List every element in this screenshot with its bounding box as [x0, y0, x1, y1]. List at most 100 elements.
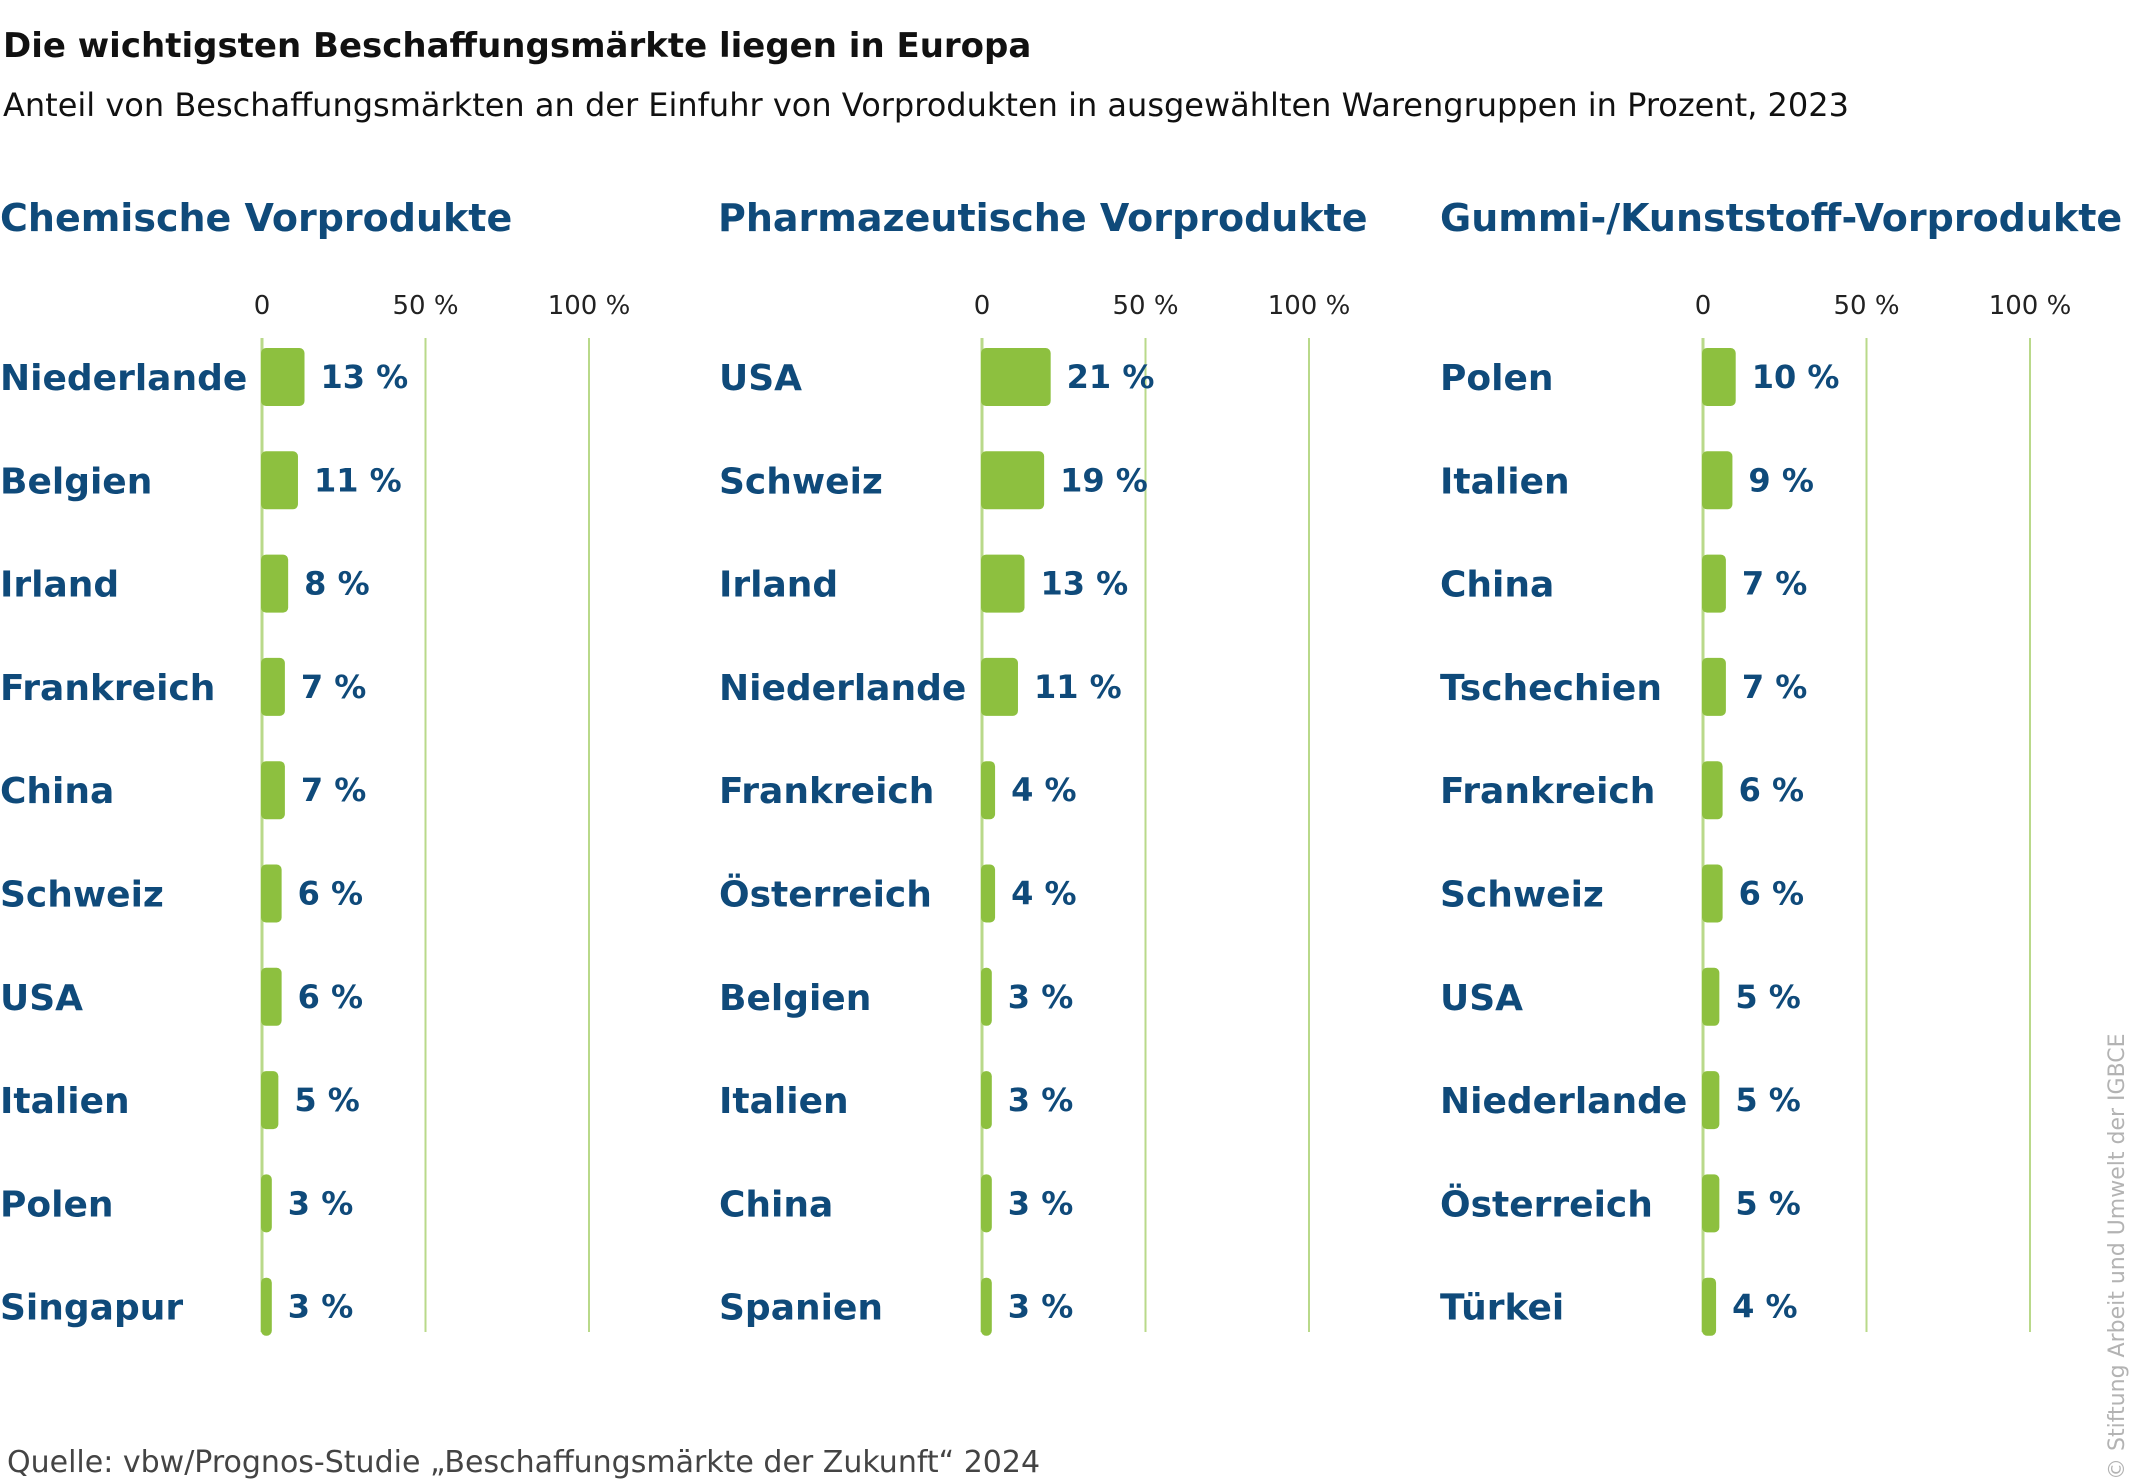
tick-label: 0: [254, 291, 271, 321]
panel-title-chemical: Chemische Vorprodukte: [0, 196, 513, 240]
value-label: 5 %: [1735, 978, 1800, 1016]
copyright-note: © Stiftung Arbeit und Umwelt der IGBCE: [2105, 1033, 2130, 1480]
bar: [261, 657, 285, 716]
panel-title-pharma: Pharmazeutische Vorprodukte: [718, 196, 1368, 240]
category-label: Österreich: [1440, 1183, 1653, 1225]
category-label: Niederlande: [0, 358, 247, 399]
value-label: 13 %: [1041, 565, 1129, 603]
bar: [1702, 1277, 1717, 1336]
value-label: 6 %: [1739, 771, 1804, 809]
category-label: China: [719, 1184, 833, 1225]
category-label: USA: [1440, 978, 1523, 1019]
bar: [1702, 451, 1733, 510]
bar: [1702, 1071, 1720, 1130]
bar: [981, 1174, 992, 1233]
bar: [981, 657, 1018, 716]
tick-label: 100 %: [548, 291, 631, 321]
category-label: Niederlande: [1440, 1081, 1687, 1122]
tick-label: 50 %: [1833, 291, 1899, 321]
value-label: 3 %: [1008, 1081, 1073, 1119]
bar: [981, 761, 996, 820]
tick-label: 50 %: [1112, 291, 1178, 321]
bar: [261, 451, 298, 510]
category-label: Spanien: [719, 1288, 883, 1329]
value-label: 6 %: [1739, 875, 1804, 913]
category-label: Belgien: [0, 461, 152, 502]
category-label: Polen: [1440, 358, 1554, 399]
value-label: 6 %: [298, 978, 363, 1016]
value-label: 21 %: [1067, 358, 1155, 396]
category-label: Italien: [1440, 461, 1570, 502]
bar: [981, 1277, 992, 1336]
value-label: 7 %: [301, 668, 366, 706]
bar: [981, 967, 992, 1026]
category-label: USA: [0, 978, 83, 1019]
bar: [261, 554, 289, 613]
category-label: Schweiz: [719, 461, 883, 502]
category-label: China: [1440, 565, 1554, 606]
category-label: Belgien: [719, 978, 871, 1019]
value-label: 19 %: [1060, 461, 1148, 499]
value-label: 3 %: [1008, 1184, 1073, 1222]
value-label: 3 %: [1008, 978, 1073, 1016]
value-label: 10 %: [1752, 358, 1840, 396]
value-label: 3 %: [288, 1288, 353, 1326]
value-label: 9 %: [1748, 461, 1813, 499]
value-label: 4 %: [1732, 1288, 1797, 1326]
bar: [1702, 657, 1726, 716]
bar: [1702, 761, 1723, 820]
category-label: Schweiz: [1440, 875, 1604, 916]
source-note: Quelle: vbw/Prognos-Studie „Beschaffungs…: [7, 1445, 1041, 1480]
value-label: 11 %: [1034, 668, 1122, 706]
bar: [981, 451, 1045, 510]
bar: [261, 1071, 279, 1130]
value-label: 6 %: [298, 875, 363, 913]
bar: [261, 348, 305, 406]
value-label: 11 %: [314, 461, 402, 499]
category-label: Österreich: [719, 874, 932, 916]
tick-label: 100 %: [1268, 291, 1351, 321]
tick-label: 0: [974, 291, 991, 321]
tick-label: 100 %: [1989, 291, 2072, 321]
value-label: 5 %: [1735, 1081, 1800, 1119]
bar: [261, 1174, 272, 1233]
value-label: 3 %: [288, 1184, 353, 1222]
value-label: 4 %: [1011, 875, 1076, 913]
bar: [981, 554, 1025, 613]
category-label: Irland: [0, 565, 119, 606]
tick-label: 0: [1695, 291, 1712, 321]
bar: [1702, 554, 1726, 613]
chart-subtitle: Anteil von Beschaffungsmärkten an der Ei…: [3, 86, 1849, 124]
panel-title-rubber-plastic: Gummi-/Kunststoff-Vorprodukte: [1440, 196, 2123, 240]
category-label: Tschechien: [1440, 668, 1662, 709]
category-label: Italien: [0, 1081, 130, 1122]
value-label: 7 %: [301, 771, 366, 809]
category-label: Schweiz: [0, 875, 164, 916]
category-label: Polen: [0, 1184, 114, 1225]
value-label: 5 %: [1735, 1184, 1800, 1222]
bar: [261, 761, 285, 820]
bar: [981, 864, 996, 923]
bar: [261, 864, 282, 923]
tick-label: 50 %: [392, 291, 458, 321]
bar: [1702, 967, 1720, 1026]
category-label: Frankreich: [719, 771, 934, 812]
bar: [1702, 1174, 1720, 1233]
chart-title: Die wichtigsten Beschaffungsmärkte liege…: [3, 26, 1032, 66]
bar: [981, 348, 1051, 406]
bar: [261, 1277, 272, 1336]
bar: [1702, 864, 1723, 923]
category-label: Niederlande: [719, 668, 966, 709]
category-label: Singapur: [0, 1288, 183, 1329]
value-label: 4 %: [1011, 771, 1076, 809]
category-label: China: [0, 771, 114, 812]
category-label: Italien: [719, 1081, 849, 1122]
value-label: 8 %: [304, 565, 369, 603]
value-label: 13 %: [321, 358, 409, 396]
value-label: 3 %: [1008, 1288, 1073, 1326]
value-label: 7 %: [1742, 565, 1807, 603]
bar: [981, 1071, 992, 1130]
category-label: Frankreich: [1440, 771, 1655, 812]
bar: [1702, 348, 1736, 406]
